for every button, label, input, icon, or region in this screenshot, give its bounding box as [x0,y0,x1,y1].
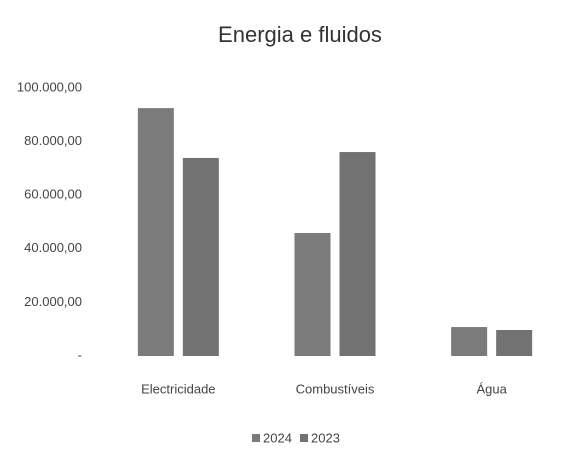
x-tick-label: Electricidade [141,381,215,396]
legend-label: 2024 [263,430,292,445]
bar [182,157,219,356]
legend-swatch [252,434,260,442]
y-tick-label: 100.000,00 [17,79,82,94]
bar [339,152,376,356]
y-tick-label: 20.000,00 [24,294,82,309]
legend-label: 2023 [311,430,340,445]
y-tick-label: - [78,347,82,362]
y-tick-label: 60.000,00 [24,187,82,202]
y-tick-label: 80.000,00 [24,133,82,148]
x-tick-label: Combustíveis [296,381,375,396]
x-tick-label: Água [476,381,507,396]
bar [496,330,533,356]
bar [451,327,488,356]
bar [137,108,174,356]
chart-title: Energia e fluidos [218,22,382,47]
legend-swatch [300,434,308,442]
y-tick-label: 40.000,00 [24,240,82,255]
bar [294,232,331,356]
